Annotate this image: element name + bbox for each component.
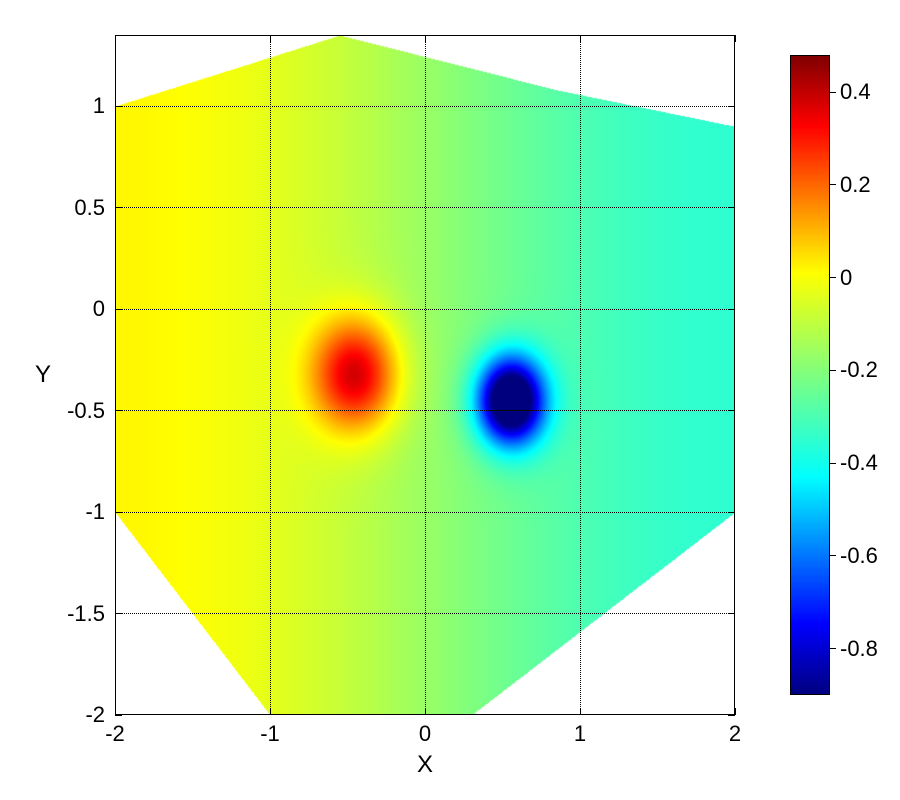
colorbar-axes	[790, 55, 830, 695]
colorbar-tick-mark	[830, 184, 836, 185]
x-axis-label: X	[417, 751, 433, 779]
colorbar-tick-mark	[830, 463, 836, 464]
y-tick-label: -1.5	[67, 601, 105, 627]
colorbar-tick-label: 0.4	[840, 79, 871, 105]
colorbar-tick-mark	[830, 277, 836, 278]
colorbar-tick-mark	[830, 92, 836, 93]
colorbar-tick-label: -0.4	[840, 450, 878, 476]
colorbar-canvas	[790, 55, 830, 695]
x-tick-label: 0	[419, 721, 431, 747]
y-tick-label: 0	[93, 296, 105, 322]
colorbar-tick-mark	[830, 648, 836, 649]
y-axis-label: Y	[35, 361, 51, 389]
y-tick-label: -0.5	[67, 398, 105, 424]
plot-axes	[115, 35, 735, 715]
colorbar-tick-label: -0.2	[840, 357, 878, 383]
colorbar-tick-mark	[830, 370, 836, 371]
figure: -2 -1 0 1 2 -2 -1.5 -1 -0.5 0 0.5 1 X Y -0.8 -0.6 -0…	[0, 0, 900, 800]
colorbar-tick-label: -0.8	[840, 636, 878, 662]
y-tick-label: 1	[93, 93, 105, 119]
colorbar-tick-mark	[830, 555, 836, 556]
colorbar-tick-label: -0.6	[840, 543, 878, 569]
colorbar-tick-label: 0.2	[840, 172, 871, 198]
x-tick-label: -2	[105, 721, 125, 747]
y-tick-label: -2	[85, 702, 105, 728]
x-tick-label: -1	[260, 721, 280, 747]
y-tick-label: 0.5	[74, 195, 105, 221]
colorbar-tick-label: 0	[840, 265, 852, 291]
x-tick-label: 2	[729, 721, 741, 747]
heatmap-canvas	[115, 35, 735, 715]
y-tick-label: -1	[85, 499, 105, 525]
x-tick-label: 1	[574, 721, 586, 747]
